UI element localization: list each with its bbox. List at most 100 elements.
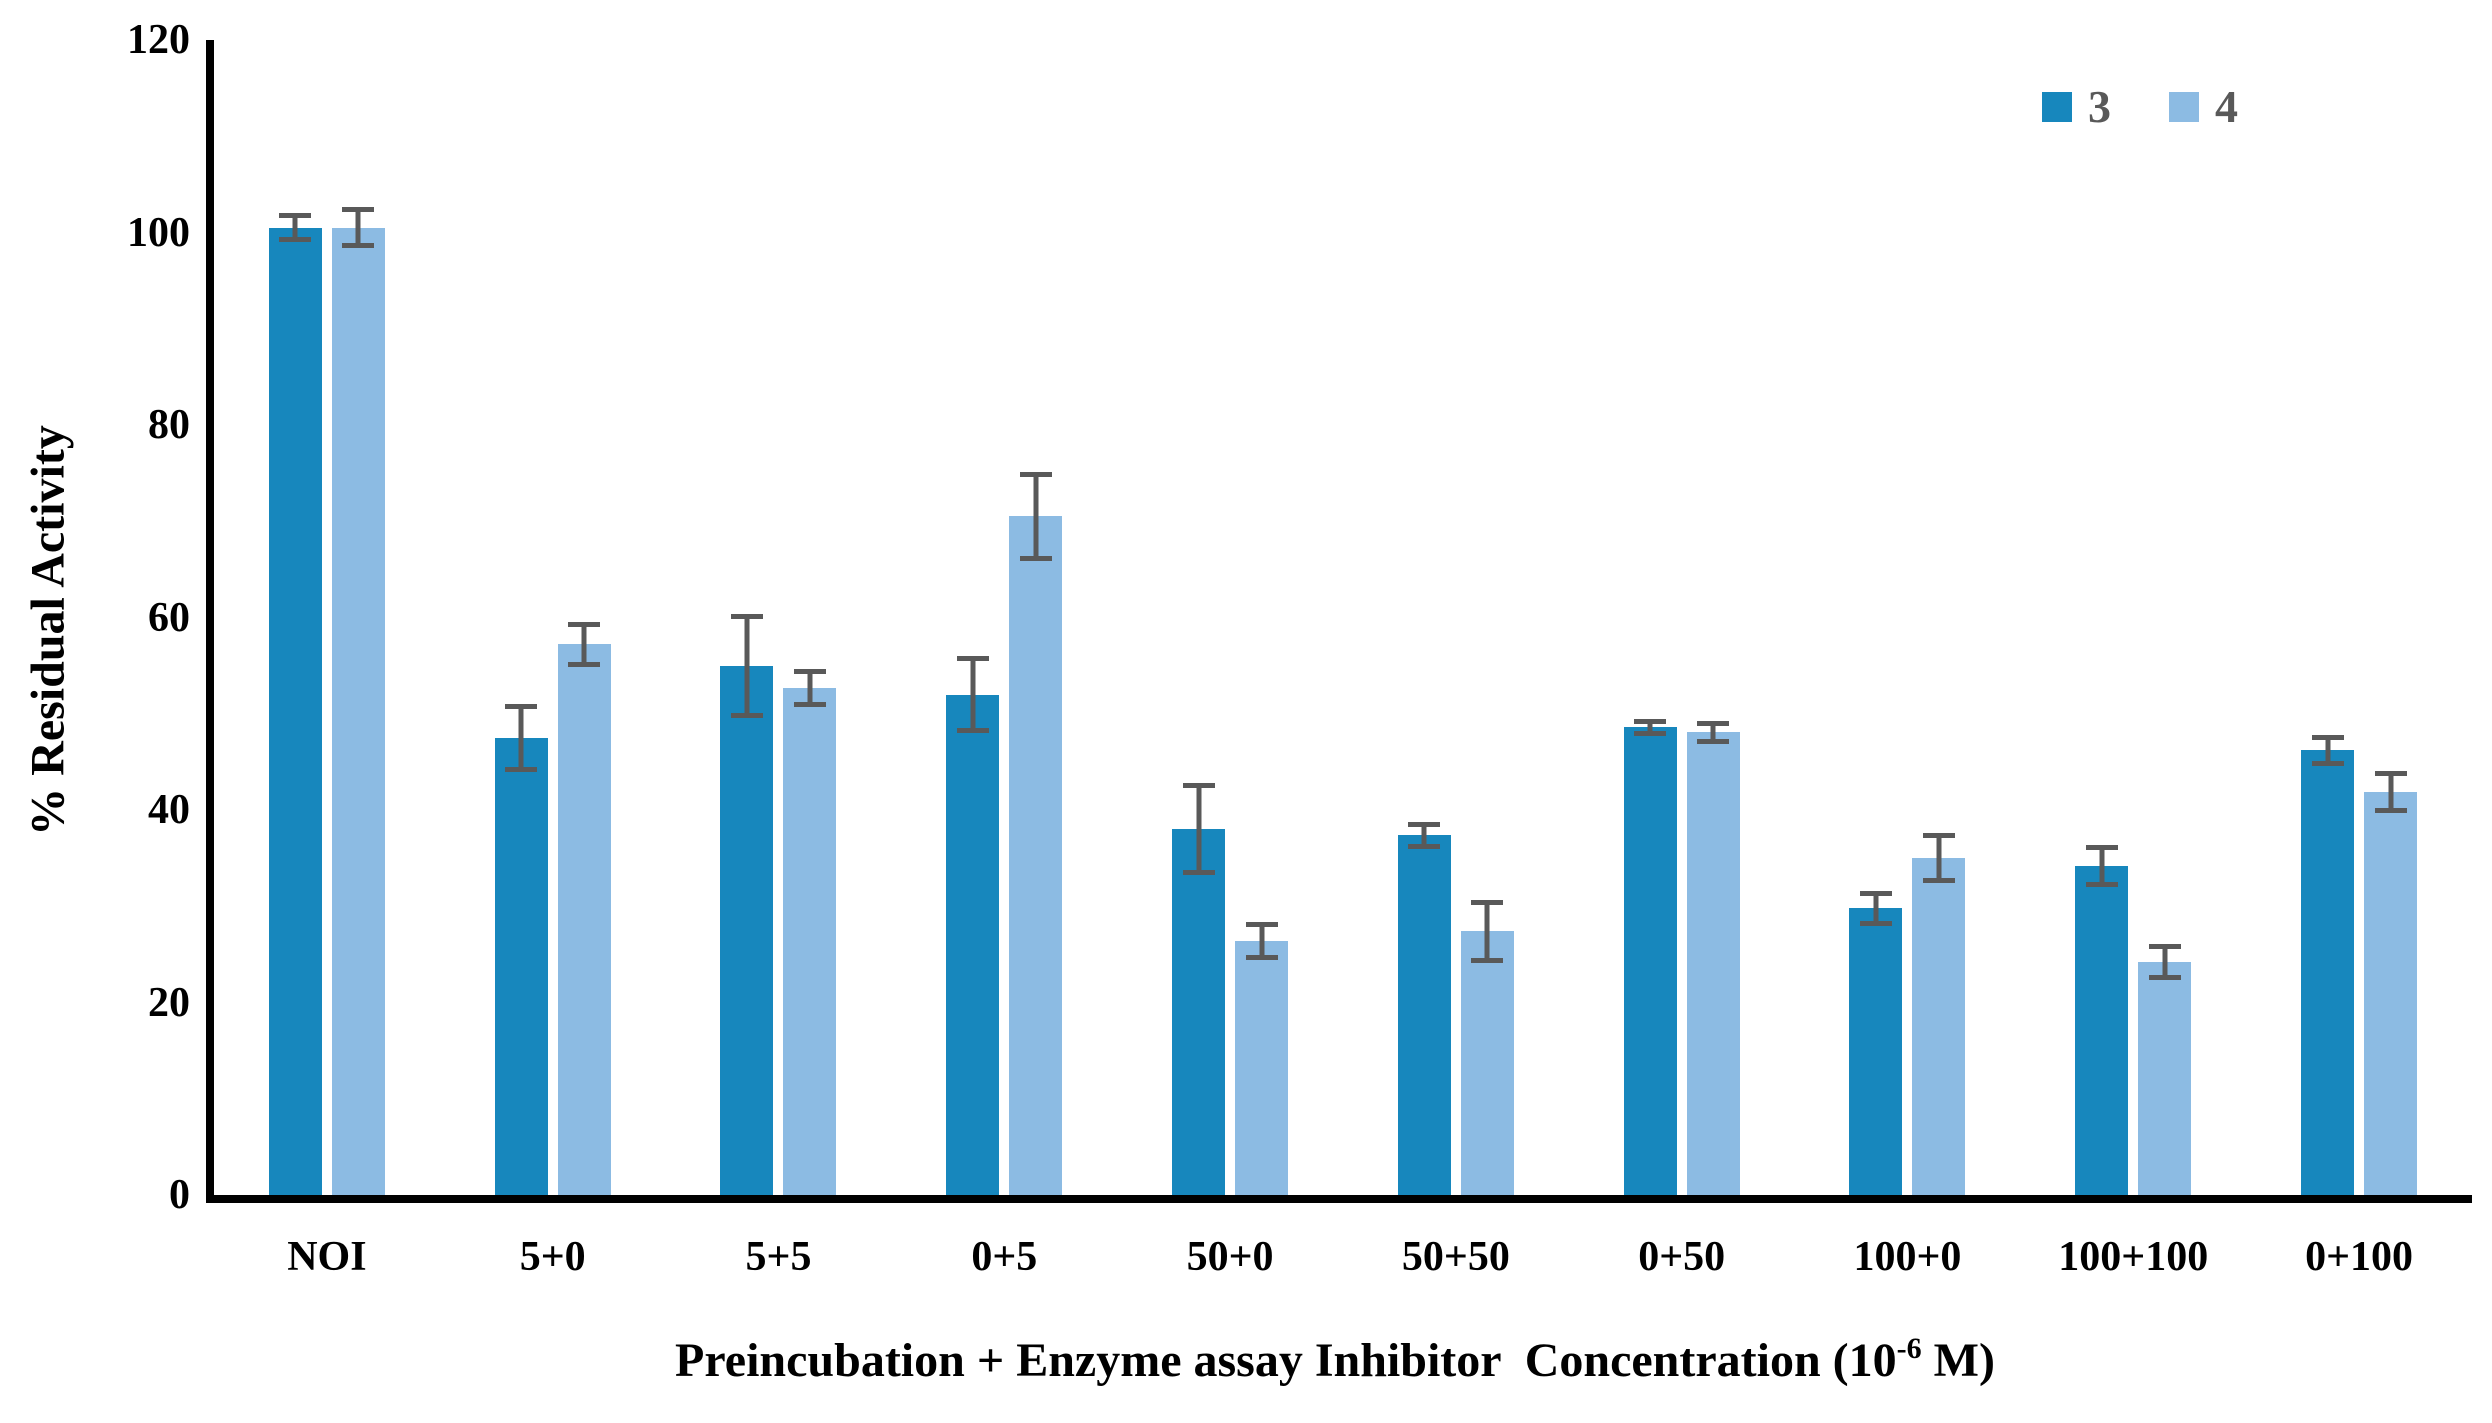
bar-slot-series-3 xyxy=(2075,40,2129,1195)
bar-series-3-50+50 xyxy=(1397,835,1451,1195)
error-bar-line xyxy=(1936,833,1942,884)
error-bar-cap-top xyxy=(1182,783,1215,789)
bar-pair xyxy=(1397,40,1514,1195)
bar-series-4-50+0 xyxy=(1235,940,1289,1195)
error-bar-line xyxy=(807,668,813,708)
error-bar-cap-bottom xyxy=(1634,730,1667,736)
category-label-0+100: 0+100 xyxy=(2305,1234,2414,1280)
bar-group-100+100: 100+100 xyxy=(2020,40,2246,1280)
error-bar-cap-top xyxy=(2148,943,2181,949)
bar-slot-series-3 xyxy=(1623,40,1677,1195)
legend-entry-3: 3 xyxy=(2042,84,2111,130)
error-bar-cap-top xyxy=(1245,921,1278,927)
bar-slot-series-3 xyxy=(494,40,548,1195)
bar-slot-series-3 xyxy=(1849,40,1903,1195)
error-bar-cap-bottom xyxy=(1697,738,1730,744)
bar-series-4-0+5 xyxy=(1009,516,1063,1195)
bar-slot-series-3 xyxy=(268,40,322,1195)
error-bar-line xyxy=(355,207,361,248)
bar-series-3-5+5 xyxy=(720,665,774,1195)
category-label-100+100: 100+100 xyxy=(2058,1234,2209,1280)
error-bar-cap-bottom xyxy=(279,237,312,243)
bar-series-3-0+5 xyxy=(946,694,1000,1195)
category-label-50+50: 50+50 xyxy=(1401,1234,1510,1280)
plot-area: NOI 5+0 5+5 0+5 50+0 50+50 0+50 100+0 100+100 0+1… xyxy=(206,40,2472,1280)
error-bar-line xyxy=(2325,734,2331,766)
bar-slot-series-4 xyxy=(1009,40,1063,1195)
category-label-50+0: 50+0 xyxy=(1186,1234,1274,1280)
category-label-100+0: 100+0 xyxy=(1853,1234,1962,1280)
bar-slot-series-4 xyxy=(1235,40,1289,1195)
bar-slot-series-3 xyxy=(946,40,1000,1195)
error-bar-cap-bottom xyxy=(1859,920,1892,926)
error-bar-cap-top xyxy=(1634,718,1667,724)
legend-swatch-icon xyxy=(2169,92,2199,122)
bar-pair xyxy=(720,40,837,1195)
bar-slot-series-4 xyxy=(1686,40,1740,1195)
y-tick-label: 120 xyxy=(127,17,190,63)
bar-series-4-100+100 xyxy=(2138,962,2192,1195)
error-bar-cap-top xyxy=(1408,821,1441,827)
bar-pair xyxy=(494,40,611,1195)
error-bar-line xyxy=(292,213,298,243)
category-label-5+0: 5+0 xyxy=(519,1234,586,1280)
bar-series-3-0+50 xyxy=(1623,727,1677,1195)
error-bar-cap-top xyxy=(956,656,989,661)
bar-series-3-50+0 xyxy=(1172,829,1226,1195)
bar-group-0+50: 0+50 xyxy=(1569,40,1795,1280)
error-bar-cap-top xyxy=(2085,844,2118,850)
bar-series-4-5+0 xyxy=(557,644,611,1195)
bar-group-5+0: 5+0 xyxy=(440,40,666,1280)
y-tick-label: 20 xyxy=(148,979,190,1026)
error-bar-line xyxy=(518,704,524,772)
bar-pair xyxy=(2301,40,2418,1195)
error-bar-cap-bottom xyxy=(1471,958,1504,964)
bar-pair xyxy=(1172,40,1289,1195)
x-axis-title-superscript: -6 xyxy=(1896,1332,1922,1365)
y-tick-label: 40 xyxy=(148,787,190,833)
error-bar-cap-bottom xyxy=(568,661,601,667)
error-bar-line xyxy=(2162,943,2168,981)
bar-series-4-50+50 xyxy=(1460,931,1514,1195)
category-label-0+50: 0+50 xyxy=(1638,1234,1726,1280)
bar-series-4-0+100 xyxy=(2364,791,2418,1195)
error-bar-line xyxy=(1196,783,1202,876)
error-bar-cap-bottom xyxy=(1408,843,1441,849)
error-bar-line xyxy=(1647,718,1653,736)
error-bar-cap-bottom xyxy=(2085,882,2118,887)
bar-group-50+0: 50+0 xyxy=(1117,40,1343,1280)
error-bar-line xyxy=(2099,844,2105,887)
bar-pair xyxy=(946,40,1063,1195)
error-bar-line xyxy=(1259,921,1265,961)
bar-pair xyxy=(2075,40,2192,1195)
bar-series-3-100+0 xyxy=(1849,908,1903,1195)
legend-swatch-icon xyxy=(2042,92,2072,122)
bar-slot-series-3 xyxy=(1397,40,1451,1195)
error-bar-line xyxy=(581,622,587,667)
error-bar-cap-top xyxy=(505,704,538,710)
category-label-NOI: NOI xyxy=(287,1234,367,1280)
bar-slot-series-4 xyxy=(783,40,837,1195)
error-bar-line xyxy=(1421,821,1427,849)
error-bar-line xyxy=(744,613,750,718)
error-bar-cap-top xyxy=(2374,770,2407,776)
error-bar-cap-top xyxy=(1922,833,1955,839)
bar-series-3-0+100 xyxy=(2301,750,2355,1195)
error-bar-cap-bottom xyxy=(2311,760,2344,766)
error-bar-cap-top xyxy=(1471,899,1504,905)
error-bar-cap-top xyxy=(342,207,375,213)
bar-series-4-100+0 xyxy=(1912,858,1966,1195)
bar-series-3-5+0 xyxy=(494,737,548,1195)
bar-slot-series-3 xyxy=(2301,40,2355,1195)
error-bar-cap-top xyxy=(793,668,826,674)
error-bar-cap-bottom xyxy=(1182,870,1215,876)
bar-group-5+5: 5+5 xyxy=(666,40,892,1280)
error-bar-cap-top xyxy=(279,213,312,219)
bar-slot-series-4 xyxy=(557,40,611,1195)
error-bar-cap-bottom xyxy=(956,728,989,733)
bar-group-NOI: NOI xyxy=(214,40,440,1280)
bar-series-4-NOI xyxy=(331,227,385,1195)
error-bar-line xyxy=(2388,770,2394,813)
bar-slot-series-3 xyxy=(1172,40,1226,1195)
